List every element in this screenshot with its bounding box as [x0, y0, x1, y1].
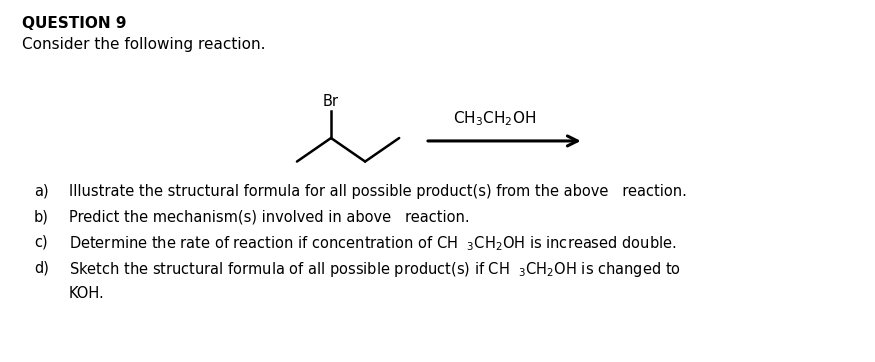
Text: CH$_3$CH$_2$OH: CH$_3$CH$_2$OH [453, 110, 536, 128]
Text: c): c) [34, 235, 47, 250]
Text: Br: Br [323, 94, 339, 109]
Text: Consider the following reaction.: Consider the following reaction. [22, 37, 265, 52]
Text: d): d) [34, 260, 49, 275]
Text: a): a) [34, 184, 48, 199]
Text: Illustrate the structural formula for all possible product(s) from the above   r: Illustrate the structural formula for al… [68, 184, 686, 199]
Text: KOH.: KOH. [68, 286, 104, 300]
Text: Predict the mechanism(s) involved in above   reaction.: Predict the mechanism(s) involved in abo… [68, 209, 469, 224]
Text: b): b) [34, 209, 49, 224]
Text: QUESTION 9: QUESTION 9 [22, 16, 127, 31]
Text: Determine the rate of reaction if concentration of CH  $_{3}$CH$_{2}$OH is incre: Determine the rate of reaction if concen… [68, 235, 676, 253]
Text: Sketch the structural formula of all possible product(s) if CH  $_{3}$CH$_{2}$OH: Sketch the structural formula of all pos… [68, 260, 681, 279]
